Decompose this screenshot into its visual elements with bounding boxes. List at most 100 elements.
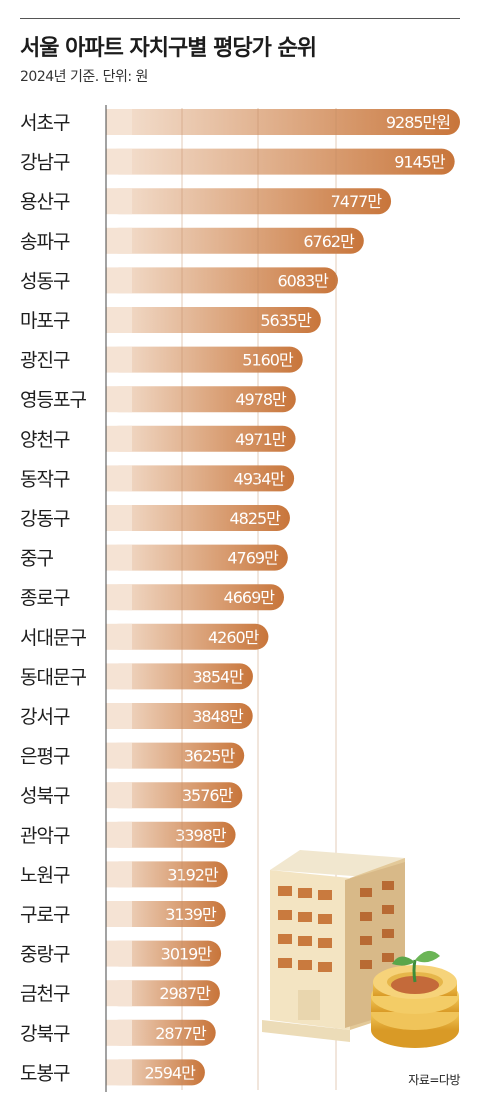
bar-left-cap: [106, 465, 132, 492]
bar-left-cap: [106, 148, 132, 175]
bar: [106, 861, 228, 888]
value-label: 3139만: [165, 905, 217, 924]
value-label: 3854만: [192, 667, 244, 686]
value-label: 2987만: [159, 984, 211, 1003]
bar: [106, 109, 460, 135]
bar: [106, 980, 220, 1007]
value-label: 3576만: [182, 786, 234, 805]
category-label: 종로구: [20, 587, 70, 609]
bar: [106, 227, 364, 254]
bar: [106, 465, 295, 492]
bar: [106, 1019, 216, 1046]
bar: [106, 386, 296, 413]
bar-left-cap: [106, 505, 132, 531]
value-label: 4669만: [224, 588, 276, 607]
bar: [106, 188, 392, 215]
top-rule: [20, 18, 460, 19]
value-label: 3398만: [175, 826, 227, 845]
value-label: 5635만: [260, 311, 312, 330]
category-label: 도봉구: [20, 1062, 70, 1084]
bar-left-cap: [106, 584, 132, 611]
category-label: 강북구: [20, 1023, 70, 1045]
bar: [106, 505, 290, 531]
bar-left-cap: [106, 425, 132, 452]
category-label: 영등포구: [20, 389, 86, 411]
bar-left-cap: [106, 742, 132, 769]
bar-left-cap: [106, 109, 132, 135]
bar-left-cap: [106, 782, 132, 809]
category-label: 광진구: [20, 350, 70, 372]
bar-left-cap: [106, 703, 132, 729]
bar-left-cap: [106, 901, 132, 927]
value-label: 9145만: [394, 153, 446, 172]
value-label: 3848만: [192, 707, 244, 726]
category-label: 금천구: [20, 983, 70, 1005]
category-label: 강동구: [20, 508, 70, 530]
chart-title: 서울 아파트 자치구별 평당가 순위: [20, 36, 317, 61]
category-label: 관악구: [20, 825, 70, 847]
bar-left-cap: [106, 1019, 132, 1046]
bar: [106, 782, 243, 809]
category-label: 양천구: [20, 429, 70, 451]
value-label: 3192만: [167, 865, 219, 884]
category-label: 은평구: [20, 746, 70, 768]
bar-left-cap: [106, 623, 132, 650]
bar: [106, 425, 296, 452]
bar-left-cap: [106, 544, 132, 571]
category-label: 동대문구: [20, 666, 86, 688]
bar-left-cap: [106, 188, 132, 215]
value-label: 4769만: [227, 549, 279, 568]
bar: [106, 663, 253, 690]
category-label: 송파구: [20, 231, 70, 253]
value-label: 4825만: [230, 509, 282, 528]
bar: [106, 148, 455, 175]
category-label: 용산구: [20, 191, 70, 213]
sprout-icon: [391, 950, 440, 994]
bar-left-cap: [106, 267, 132, 294]
value-label: 7477만: [331, 192, 383, 211]
bar-left-cap: [106, 940, 132, 967]
category-label: 서대문구: [20, 627, 86, 649]
bar-left-cap: [106, 1059, 132, 1086]
bar: [106, 821, 236, 848]
bar: [106, 267, 338, 294]
value-label: 6083만: [277, 271, 329, 290]
bar-left-cap: [106, 346, 132, 373]
value-label: 3019만: [161, 945, 213, 964]
category-label: 동작구: [20, 468, 70, 490]
category-label: 강남구: [20, 152, 70, 174]
bar-left-cap: [106, 663, 132, 690]
value-label: 4934만: [234, 469, 286, 488]
bar-left-cap: [106, 980, 132, 1007]
bar-left-cap: [106, 227, 132, 254]
value-label: 2877만: [155, 1024, 207, 1043]
bar: [106, 584, 285, 611]
category-label: 중랑구: [20, 944, 70, 966]
category-label: 강서구: [20, 706, 70, 728]
bar: [106, 307, 321, 333]
value-label: 2594만: [144, 1063, 196, 1082]
value-label: 4971만: [235, 430, 287, 449]
bar: [106, 623, 269, 650]
bar: [106, 901, 226, 927]
value-label: 5160만: [242, 351, 294, 370]
category-label: 서초구: [20, 112, 70, 134]
chart-subtitle: 2024년 기준. 단위: 원: [20, 69, 148, 85]
bar-left-cap: [106, 307, 132, 333]
value-label: 6762만: [303, 232, 355, 251]
bar: [106, 940, 222, 967]
category-label: 성북구: [20, 785, 70, 807]
bar-left-cap: [106, 821, 132, 848]
source-note: 자료=다방: [408, 1073, 460, 1087]
value-label: 9285만원: [386, 113, 450, 132]
category-label: 성동구: [20, 270, 70, 292]
category-label: 노원구: [20, 864, 70, 886]
value-label: 4978만: [235, 390, 287, 409]
bar: [106, 742, 245, 769]
bar: [106, 703, 253, 729]
bar-left-cap: [106, 386, 132, 413]
bar: [106, 346, 303, 373]
bar-left-cap: [106, 861, 132, 888]
category-label: 중구: [20, 548, 53, 570]
